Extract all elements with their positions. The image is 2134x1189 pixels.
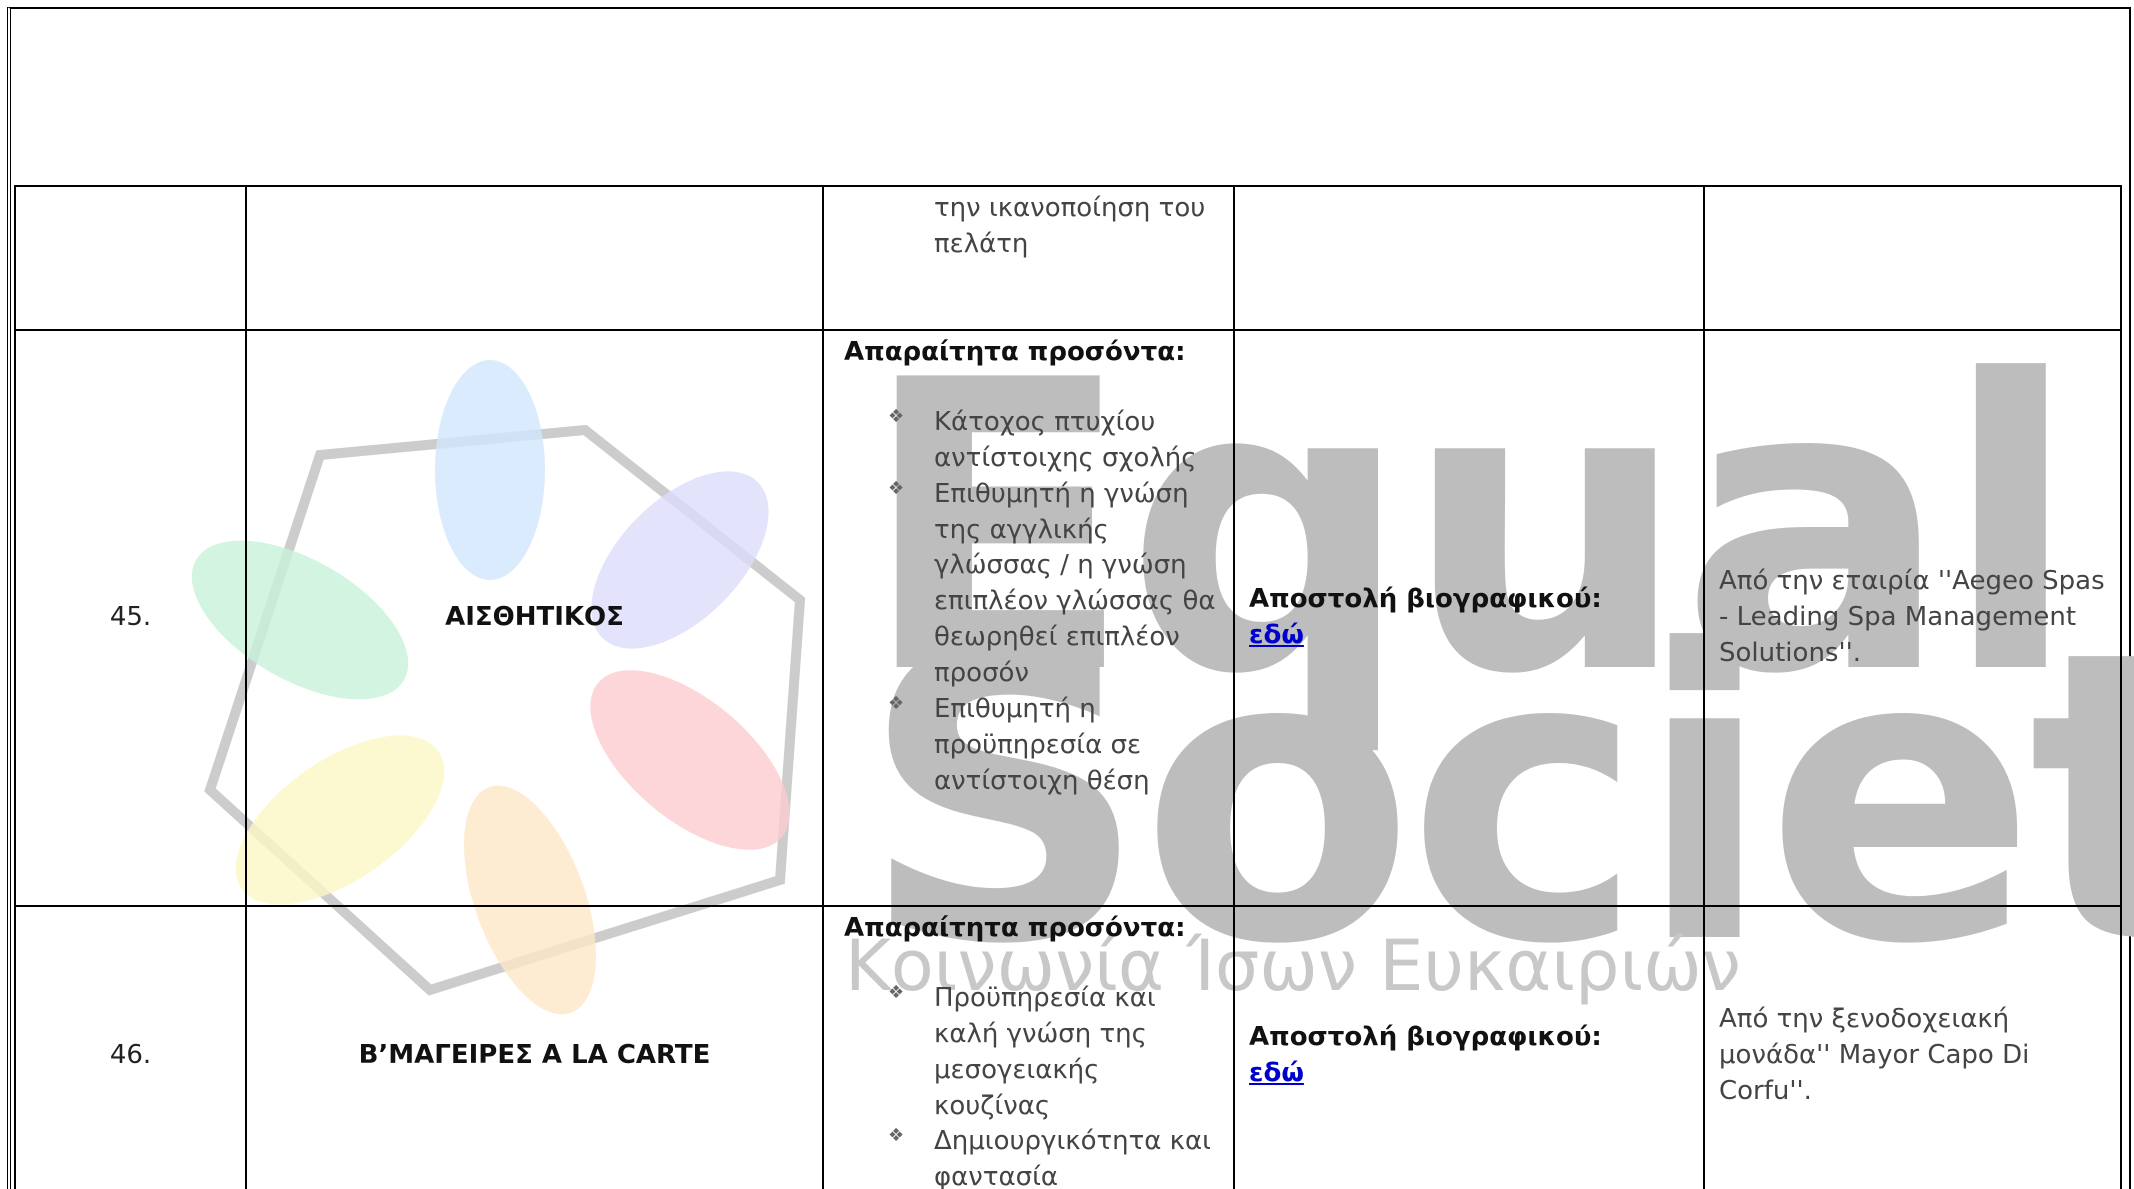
- application: Αποστολή βιογραφικού: εδώ: [1233, 329, 1705, 907]
- position: Β’ΜΑΓΕΙΡΕΣ Α LA CARTE: [245, 905, 824, 1189]
- application-label: Αποστολή βιογραφικού:: [1249, 1022, 1602, 1053]
- company: [1703, 185, 2122, 331]
- requirements-text: την ικανοποίηση του πελάτη: [934, 193, 1206, 259]
- requirement-item: Προϋπηρεσία και καλή γνώση της μεσογειακ…: [888, 981, 1221, 1125]
- company: Από την ξενοδοχειακή μονάδα'' Mayor Capo…: [1703, 905, 2122, 1189]
- row-number: 46.: [14, 905, 247, 1189]
- application-link[interactable]: εδώ: [1249, 1058, 1304, 1088]
- application: Αποστολή βιογραφικού: εδώ: [1233, 905, 1705, 1189]
- requirements-heading: Απαραίτητα προσόντα:: [844, 337, 1186, 367]
- position-text: Β’ΜΑΓΕΙΡΕΣ Α LA CARTE: [358, 1040, 711, 1071]
- requirements: Απαραίτητα προσόντα: Προϋπηρεσία και καλή…: [822, 905, 1235, 1189]
- position: ΑΙΣΘΗΤΙΚΟΣ: [245, 329, 824, 907]
- row-number: 45.: [14, 329, 247, 907]
- table-row: 45. ΑΙΣΘΗΤΙΚΟΣ Απαραίτητα προσόντα: Κάτοχος…: [14, 329, 2122, 907]
- application-link[interactable]: εδώ: [1249, 620, 1304, 650]
- jobs-table: την ικανοποίηση του πελάτη 45. ΑΙΣΘΗΤΙΚΟΣ Α…: [14, 185, 2122, 1189]
- requirement-item: Επιθυμητή η προϋπηρεσία σε αντίστοιχη θέ…: [888, 692, 1221, 800]
- requirement-item: Επιθυμητή η γνώση της αγγλικής γλώσσας /…: [888, 477, 1221, 692]
- position-text: ΑΙΣΘΗΤΙΚΟΣ: [445, 602, 624, 633]
- requirements-list: Προϋπηρεσία και καλή γνώση της μεσογειακ…: [844, 981, 1221, 1189]
- page-frame: [7, 7, 2131, 1189]
- row-number: [14, 185, 247, 331]
- application: [1233, 185, 1705, 331]
- requirements: Απαραίτητα προσόντα: Κάτοχος πτυχίου αντί…: [822, 329, 1235, 907]
- requirements-list: Κάτοχος πτυχίου αντίστοιχης σχολήςΕπιθυμ…: [844, 405, 1221, 800]
- company-text: Από την εταιρία ''Aegeo Spas - Leading S…: [1719, 566, 2105, 668]
- number-text: 45.: [109, 602, 152, 633]
- table-row: την ικανοποίηση του πελάτη: [14, 185, 2122, 331]
- requirements-heading: Απαραίτητα προσόντα:: [844, 913, 1186, 943]
- company-text: Από την ξενοδοχειακή μονάδα'' Mayor Capo…: [1719, 1004, 2030, 1106]
- requirements: την ικανοποίηση του πελάτη: [822, 185, 1235, 331]
- position: [245, 185, 824, 331]
- table-row: 46. Β’ΜΑΓΕΙΡΕΣ Α LA CARTE Απαραίτητα προσό…: [14, 905, 2122, 1189]
- requirement-item: Κάτοχος πτυχίου αντίστοιχης σχολής: [888, 405, 1221, 477]
- requirement-item: Δημιουργικότητα και φαντασία: [888, 1124, 1221, 1189]
- number-text: 46.: [109, 1040, 152, 1071]
- company: Από την εταιρία ''Aegeo Spas - Leading S…: [1703, 329, 2122, 907]
- application-label: Αποστολή βιογραφικού:: [1249, 584, 1602, 615]
